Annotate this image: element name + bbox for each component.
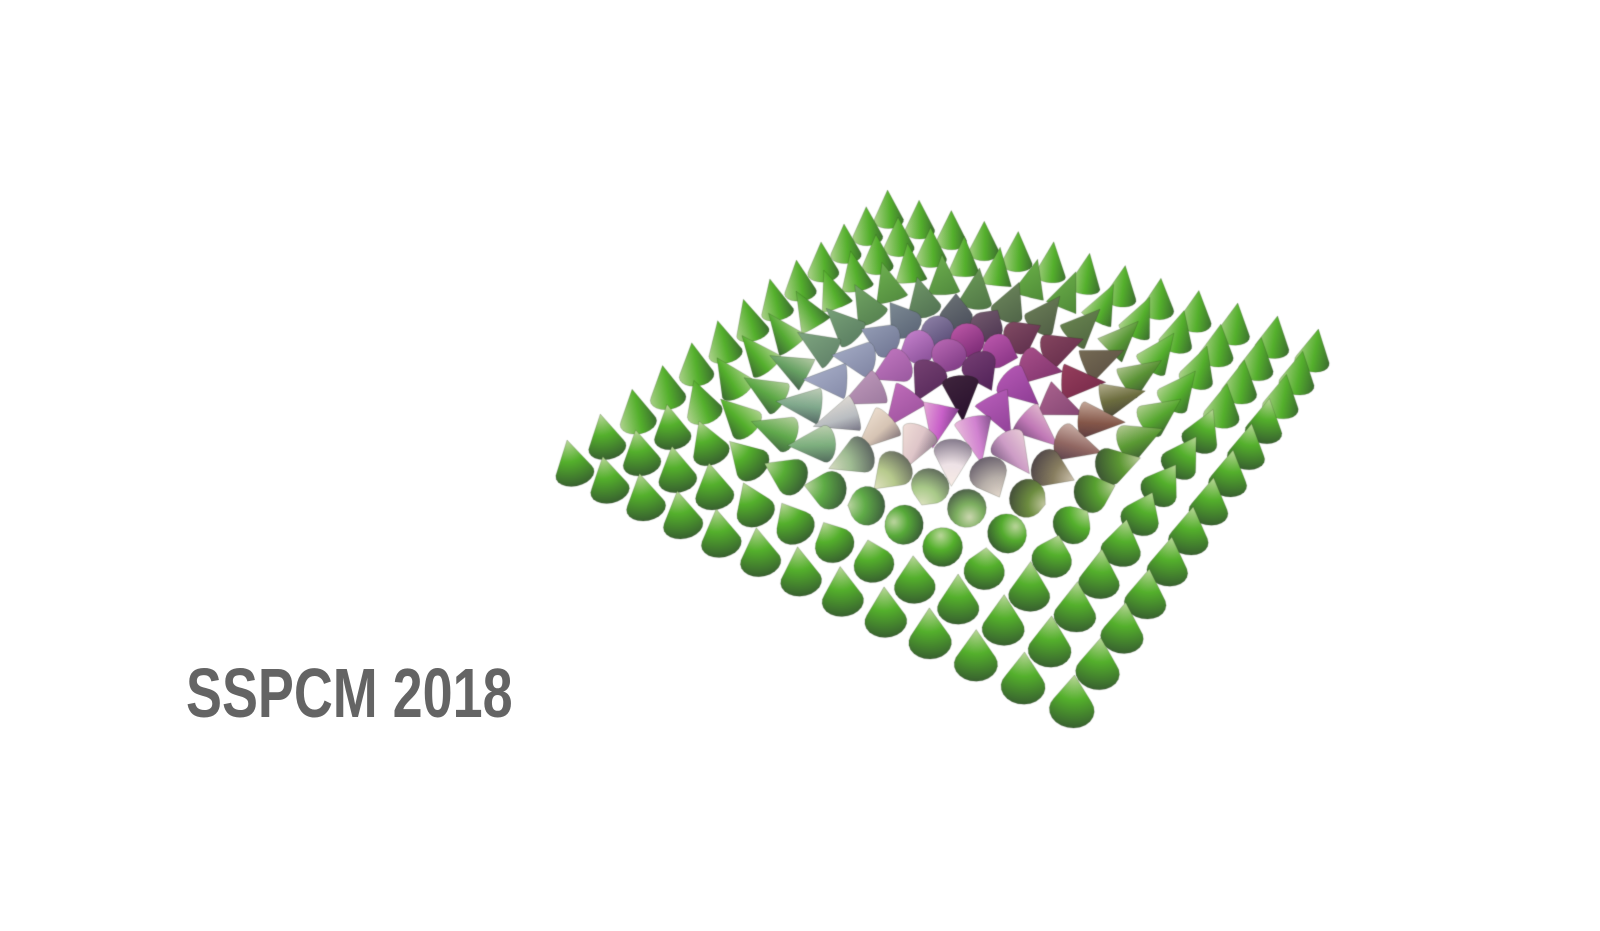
caption-text: SSPCM 2018 bbox=[186, 654, 513, 732]
